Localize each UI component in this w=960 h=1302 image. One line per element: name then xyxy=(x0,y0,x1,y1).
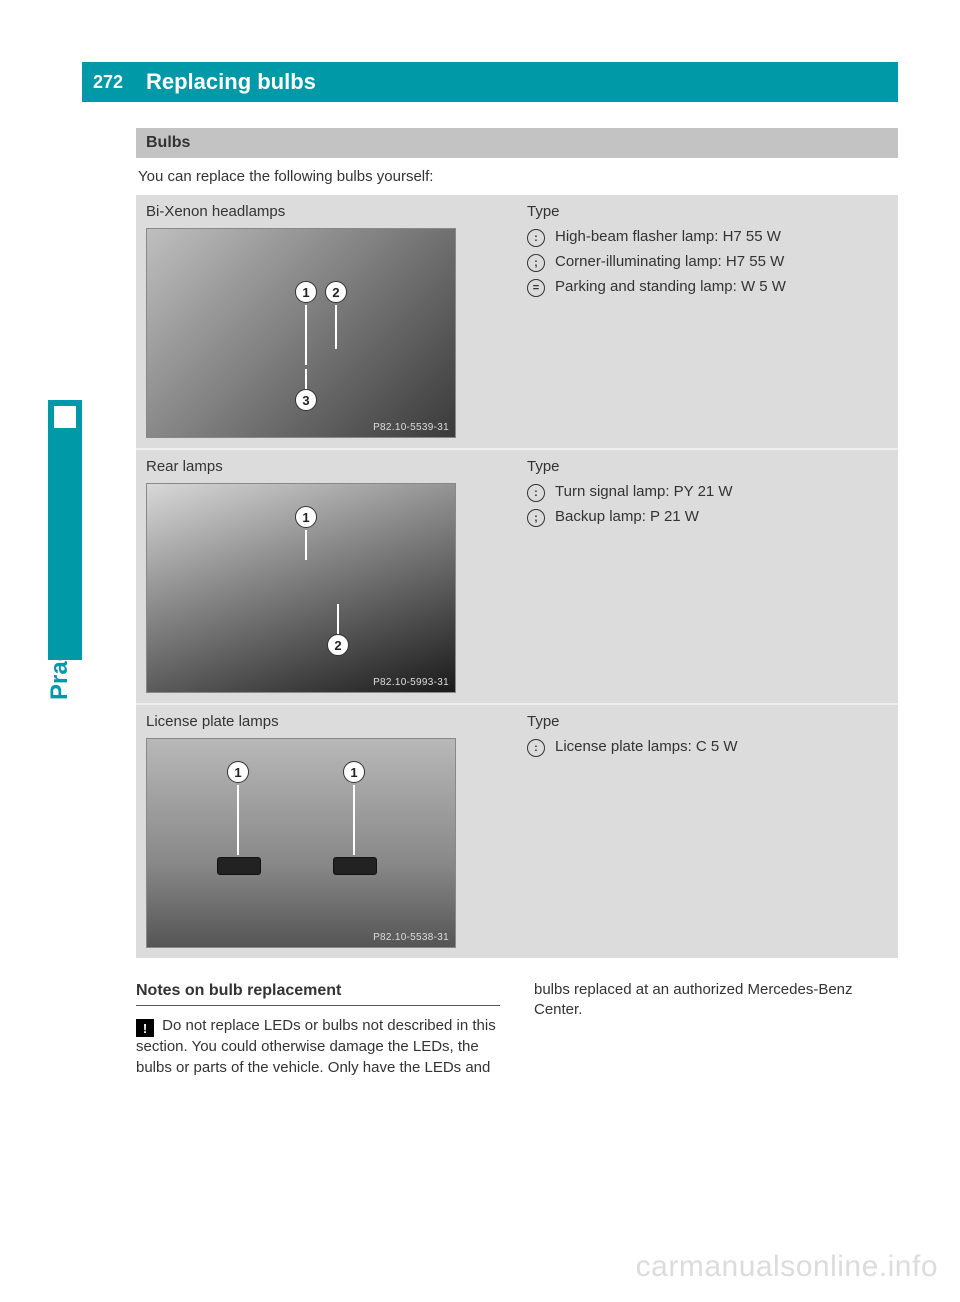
marker-icon: ; xyxy=(527,254,545,272)
caution-icon: ! xyxy=(136,1019,154,1037)
callout-line xyxy=(337,604,339,634)
row-right-header: Type xyxy=(517,450,898,479)
callout-1-icon: 1 xyxy=(343,761,365,783)
image-code: P82.10-5538-31 xyxy=(373,932,449,943)
type-list: : Turn signal lamp: PY 21 W ; Backup lam… xyxy=(517,479,898,543)
row-left-header: License plate lamps xyxy=(136,705,517,734)
plate-lamp-image: 1 1 P82.10-5538-31 xyxy=(146,738,456,948)
note-text-right: bulbs replaced at an authorized Mercedes… xyxy=(534,980,898,1021)
bulb-table: Bi-Xenon headlamps 1 2 3 P82.10-5539-31 … xyxy=(136,195,898,958)
list-item: : High-beam flasher lamp: H7 55 W xyxy=(527,228,888,247)
image-code: P82.10-5993-31 xyxy=(373,677,449,688)
row-right-header: Type xyxy=(517,195,898,224)
notes-col-left: Notes on bulb replacement ! Do not repla… xyxy=(136,980,500,1078)
marker-icon: : xyxy=(527,484,545,502)
bulb-spec: High-beam flasher lamp: H7 55 W xyxy=(555,228,781,245)
watermark: carmanualsonline.info xyxy=(636,1250,938,1284)
callout-line xyxy=(305,530,307,560)
bulb-spec: Turn signal lamp: PY 21 W xyxy=(555,483,733,500)
callout-line xyxy=(305,305,307,365)
note-text-left: Do not replace LEDs or bulbs not describ… xyxy=(136,1017,496,1076)
callout-2-icon: 2 xyxy=(327,634,349,656)
table-row: Rear lamps 1 2 P82.10-5993-31 Type : xyxy=(136,450,898,703)
marker-icon: ; xyxy=(527,509,545,527)
list-item: : Turn signal lamp: PY 21 W xyxy=(527,483,888,502)
note-paragraph: ! Do not replace LEDs or bulbs not descr… xyxy=(136,1016,500,1078)
bulb-spec: License plate lamps: C 5 W xyxy=(555,738,738,755)
callout-2-icon: 2 xyxy=(325,281,347,303)
notes-col-right: bulbs replaced at an authorized Mercedes… xyxy=(534,980,898,1078)
callout-1-icon: 1 xyxy=(227,761,249,783)
image-code: P82.10-5539-31 xyxy=(373,422,449,433)
plate-lamp-shape xyxy=(333,857,377,875)
notes-columns: Notes on bulb replacement ! Do not repla… xyxy=(136,980,898,1078)
bulb-spec: Backup lamp: P 21 W xyxy=(555,508,699,525)
table-row: Bi-Xenon headlamps 1 2 3 P82.10-5539-31 … xyxy=(136,195,898,448)
marker-icon: : xyxy=(527,739,545,757)
page-number: 272 xyxy=(82,62,136,102)
rear-lamp-image: 1 2 P82.10-5993-31 xyxy=(146,483,456,693)
section-intro: You can replace the following bulbs your… xyxy=(136,158,898,195)
side-tab-label: Practical hints xyxy=(46,536,74,700)
notes-heading: Notes on bulb replacement xyxy=(136,980,500,1006)
callout-line xyxy=(335,305,337,349)
callout-1-icon: 1 xyxy=(295,281,317,303)
row-right-header: Type xyxy=(517,705,898,734)
row-left-header: Bi-Xenon headlamps xyxy=(136,195,517,224)
page-content: Bulbs You can replace the following bulb… xyxy=(136,128,898,1078)
list-item: : License plate lamps: C 5 W xyxy=(527,738,888,757)
marker-icon: : xyxy=(527,229,545,247)
marker-icon: = xyxy=(527,279,545,297)
section-heading: Bulbs xyxy=(136,128,898,158)
headlamp-image: 1 2 3 P82.10-5539-31 xyxy=(146,228,456,438)
chapter-title: Replacing bulbs xyxy=(136,69,316,95)
row-left-header: Rear lamps xyxy=(136,450,517,479)
callout-line xyxy=(305,369,307,389)
bulb-spec: Parking and standing lamp: W 5 W xyxy=(555,278,786,295)
list-item: = Parking and standing lamp: W 5 W xyxy=(527,278,888,297)
callout-1-icon: 1 xyxy=(295,506,317,528)
list-item: ; Backup lamp: P 21 W xyxy=(527,508,888,527)
side-tab-marker xyxy=(54,406,76,428)
callout-line xyxy=(237,785,239,855)
type-list: : High-beam flasher lamp: H7 55 W ; Corn… xyxy=(517,224,898,313)
table-row: License plate lamps 1 1 P82.10-5538-31 T… xyxy=(136,705,898,958)
callout-line xyxy=(353,785,355,855)
bulb-spec: Corner-illuminating lamp: H7 55 W xyxy=(555,253,784,270)
manual-page: Practical hints 272 Replacing bulbs Bulb… xyxy=(0,0,960,1302)
callout-3-icon: 3 xyxy=(295,389,317,411)
chapter-header: 272 Replacing bulbs xyxy=(82,62,898,102)
plate-lamp-shape xyxy=(217,857,261,875)
list-item: ; Corner-illuminating lamp: H7 55 W xyxy=(527,253,888,272)
type-list: : License plate lamps: C 5 W xyxy=(517,734,898,773)
